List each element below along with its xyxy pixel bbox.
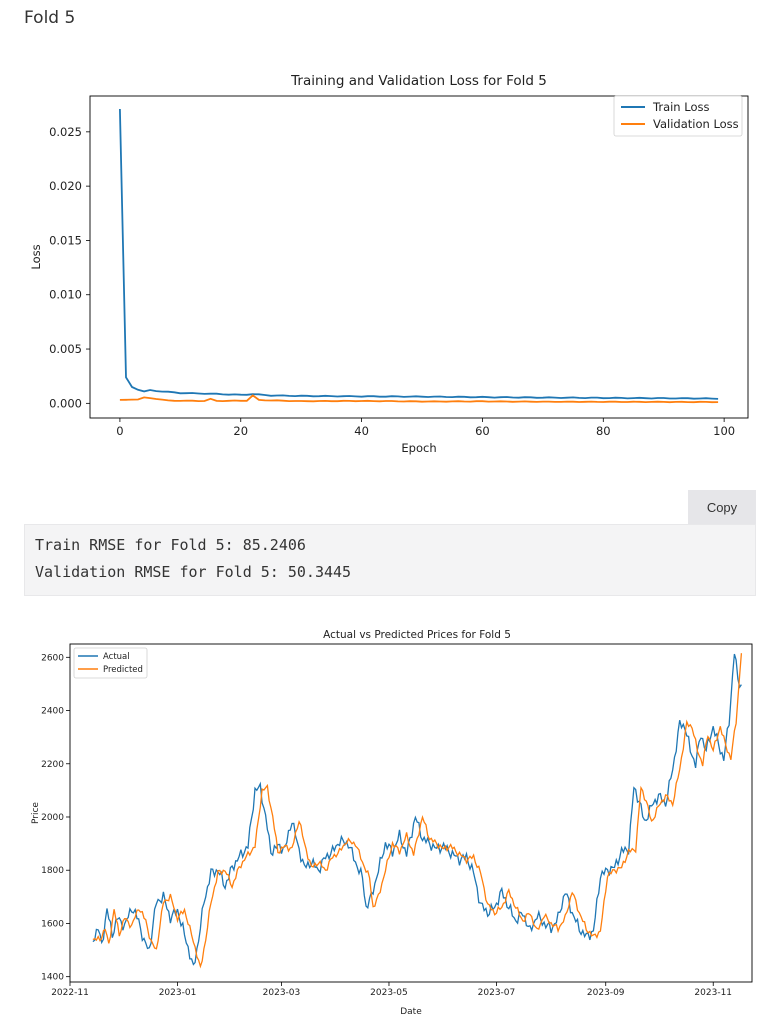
validation-rmse-line: Validation RMSE for Fold 5: 50.3445 [35, 563, 352, 581]
legend-label-actual: Actual [103, 652, 130, 662]
legend-label-train-loss: Train Loss [652, 100, 709, 114]
price-y-tick-label: 2000 [41, 813, 64, 823]
console-output-panel: Copy Train RMSE for Fold 5: 85.2406 Vali… [24, 490, 756, 596]
price-chart: Actual vs Predicted Prices for Fold 5 20… [31, 629, 753, 1017]
loss-y-tick-label: 0.005 [49, 342, 82, 356]
loss-x-axis-label: Epoch [401, 441, 436, 455]
loss-y-tick-label: 0.015 [49, 233, 82, 247]
price-x-tick-label: 2023-09 [587, 988, 625, 998]
price-y-tick-label: 2600 [41, 653, 64, 663]
price-y-tick-label: 1600 [41, 919, 64, 929]
predicted-price-line [92, 653, 743, 969]
legend-label-predicted: Predicted [103, 665, 143, 675]
price-plot-frame [69, 643, 753, 983]
price-x-tick-label: 2023-03 [263, 988, 301, 998]
loss-chart: Training and Validation Loss for Fold 5 … [29, 73, 749, 455]
price-x-tick-label: 2023-11 [694, 988, 732, 998]
price-y-tick-label: 2200 [41, 760, 64, 770]
price-legend: Actual Predicted [73, 647, 148, 679]
price-y-tick-label: 1800 [41, 866, 64, 876]
price-x-tick-label: 2022-11 [51, 988, 89, 998]
loss-y-tick-label: 0.010 [49, 288, 82, 302]
train-rmse-line: Train RMSE for Fold 5: 85.2406 [35, 536, 306, 554]
price-x-tick-label: 2023-01 [159, 988, 197, 998]
loss-x-tick-label: 80 [596, 424, 611, 438]
actual-price-line [92, 653, 742, 966]
console-output: Train RMSE for Fold 5: 85.2406 Validatio… [24, 524, 756, 596]
fold-heading: Fold 5 [24, 8, 76, 28]
loss-x-tick-label: 100 [713, 424, 735, 438]
loss-legend: Train Loss Validation Loss [613, 95, 743, 137]
loss-plot-frame [89, 95, 749, 419]
validation-loss-line [119, 394, 719, 404]
copy-button[interactable]: Copy [688, 490, 756, 524]
loss-x-tick-label: 40 [354, 424, 369, 438]
loss-y-axis-label: Loss [29, 244, 43, 269]
loss-y-tick-label: 0.000 [49, 396, 82, 410]
loss-y-tick-label: 0.020 [49, 179, 82, 193]
price-chart-title: Actual vs Predicted Prices for Fold 5 [323, 629, 511, 641]
loss-x-tick-label: 0 [116, 424, 123, 438]
loss-y-tick-label: 0.025 [49, 125, 82, 139]
price-y-tick-label: 2400 [41, 707, 64, 717]
train-loss-line [119, 108, 719, 400]
loss-chart-title: Training and Validation Loss for Fold 5 [290, 73, 547, 89]
price-x-tick-label: 2023-05 [370, 988, 408, 998]
price-x-axis-label: Date [400, 1007, 422, 1017]
price-x-tick-label: 2023-07 [478, 988, 516, 998]
price-y-axis-label: Price [31, 802, 41, 824]
price-y-tick-label: 1400 [41, 973, 64, 983]
loss-x-tick-label: 20 [233, 424, 248, 438]
legend-label-validation-loss: Validation Loss [653, 117, 739, 131]
loss-x-tick-label: 60 [475, 424, 490, 438]
